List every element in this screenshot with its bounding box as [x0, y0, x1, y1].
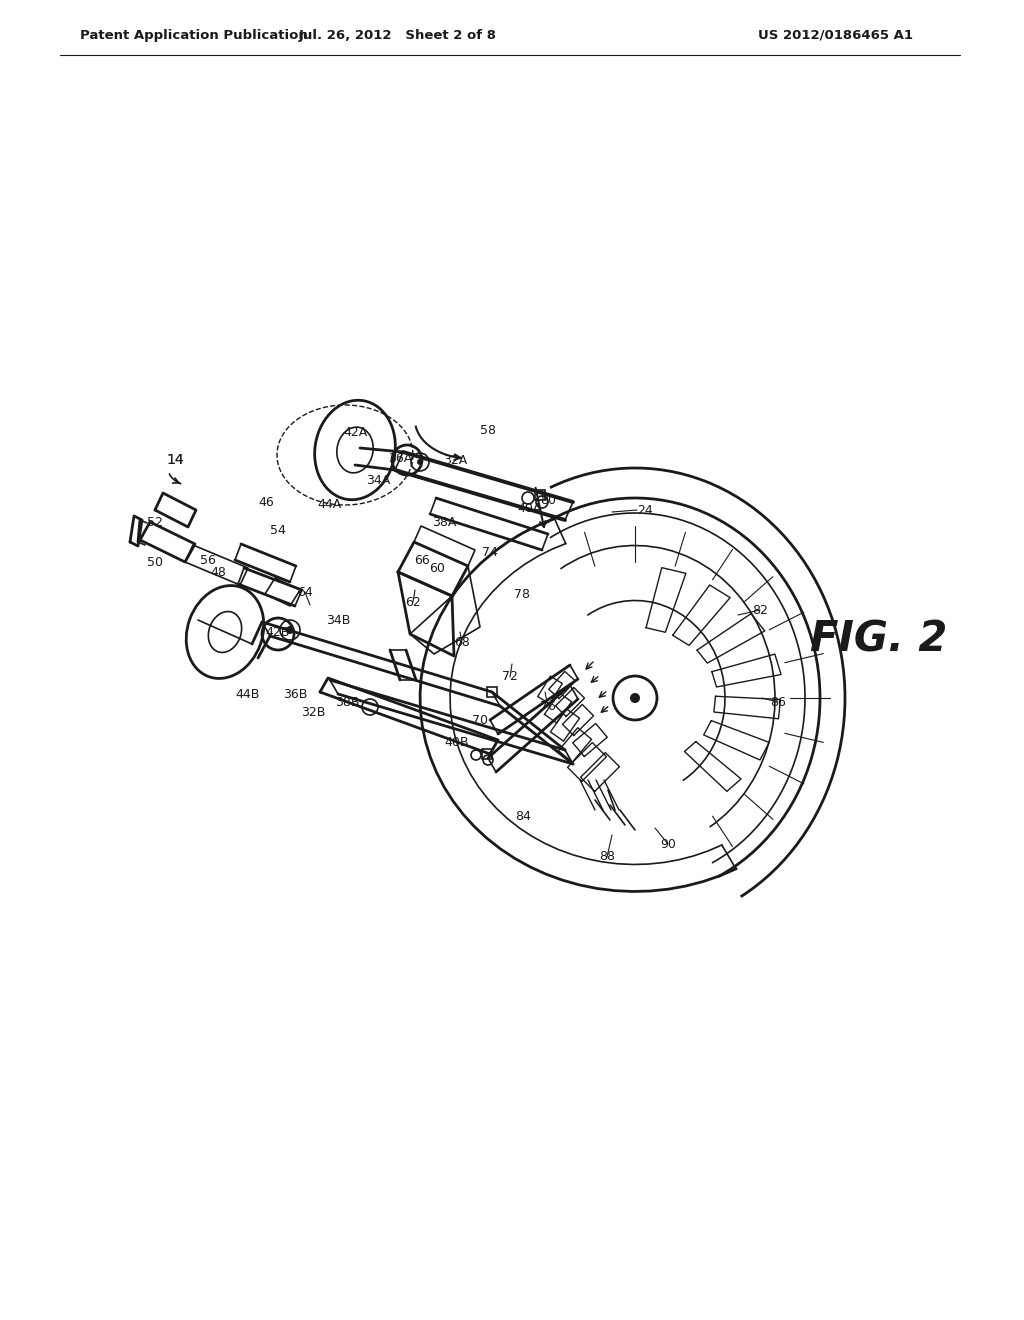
- Polygon shape: [562, 705, 594, 735]
- Polygon shape: [646, 568, 686, 632]
- Text: 70: 70: [472, 714, 488, 726]
- Circle shape: [630, 693, 640, 704]
- Polygon shape: [697, 614, 765, 663]
- Text: 66: 66: [414, 553, 430, 566]
- Polygon shape: [581, 752, 620, 792]
- Polygon shape: [538, 676, 562, 704]
- Text: 60: 60: [429, 561, 445, 574]
- Text: 32A: 32A: [442, 454, 467, 466]
- Text: 42A: 42A: [343, 425, 368, 438]
- Text: 24: 24: [637, 503, 653, 516]
- Text: 34B: 34B: [326, 614, 350, 627]
- Ellipse shape: [208, 611, 242, 652]
- Text: 46: 46: [258, 495, 273, 508]
- Polygon shape: [703, 721, 769, 760]
- Polygon shape: [130, 516, 142, 546]
- Polygon shape: [555, 688, 585, 717]
- Polygon shape: [545, 693, 571, 723]
- Text: 86: 86: [770, 696, 786, 709]
- Text: US 2012/0186465 A1: US 2012/0186465 A1: [758, 29, 913, 41]
- Text: 48: 48: [210, 565, 226, 578]
- Polygon shape: [265, 578, 300, 606]
- Polygon shape: [551, 709, 580, 741]
- Text: 54: 54: [270, 524, 286, 536]
- Text: 42B: 42B: [266, 627, 290, 639]
- Polygon shape: [712, 655, 781, 686]
- Polygon shape: [572, 723, 607, 756]
- Polygon shape: [549, 672, 575, 698]
- Text: 78: 78: [514, 589, 530, 602]
- Text: 90: 90: [660, 837, 676, 850]
- Text: 44A: 44A: [317, 499, 342, 511]
- Text: 32B: 32B: [301, 705, 326, 718]
- Text: 34A: 34A: [366, 474, 390, 487]
- Text: 72: 72: [502, 671, 518, 684]
- Text: 38A: 38A: [432, 516, 456, 529]
- Text: FIG. 2: FIG. 2: [810, 619, 947, 661]
- Bar: [482, 748, 492, 759]
- Polygon shape: [155, 492, 196, 527]
- Text: Patent Application Publication: Patent Application Publication: [80, 29, 308, 41]
- Text: 68: 68: [454, 636, 470, 649]
- Text: 62: 62: [406, 595, 421, 609]
- Text: 36B: 36B: [283, 689, 307, 701]
- Polygon shape: [398, 543, 468, 597]
- Text: 40B: 40B: [444, 737, 469, 750]
- Text: 58: 58: [480, 424, 496, 437]
- Polygon shape: [185, 545, 248, 585]
- Text: 84: 84: [515, 810, 530, 824]
- Text: 80: 80: [540, 494, 556, 507]
- Text: 82: 82: [752, 603, 768, 616]
- Polygon shape: [319, 678, 498, 754]
- Text: 64: 64: [297, 586, 313, 598]
- Polygon shape: [684, 742, 741, 791]
- Text: 88: 88: [599, 850, 615, 863]
- Polygon shape: [558, 727, 592, 762]
- Polygon shape: [140, 521, 195, 562]
- Polygon shape: [673, 585, 730, 645]
- Text: 52: 52: [147, 516, 163, 528]
- Polygon shape: [567, 743, 606, 781]
- Text: 44B: 44B: [236, 689, 260, 701]
- Text: 56: 56: [200, 553, 216, 566]
- Polygon shape: [398, 572, 454, 656]
- Text: 14: 14: [166, 453, 184, 467]
- Text: 76: 76: [540, 701, 556, 714]
- Text: 40A: 40A: [518, 502, 542, 515]
- Circle shape: [286, 626, 294, 634]
- Circle shape: [613, 676, 657, 719]
- Circle shape: [417, 459, 423, 465]
- Circle shape: [362, 700, 378, 715]
- Text: 74: 74: [482, 545, 498, 558]
- Polygon shape: [414, 525, 475, 566]
- Text: 38B: 38B: [335, 696, 359, 709]
- Text: 50: 50: [147, 556, 163, 569]
- Polygon shape: [714, 696, 780, 719]
- Text: 36A: 36A: [388, 451, 412, 465]
- Bar: [487, 686, 497, 697]
- Text: Jul. 26, 2012   Sheet 2 of 8: Jul. 26, 2012 Sheet 2 of 8: [299, 29, 497, 41]
- Bar: [535, 490, 545, 500]
- Text: 14: 14: [166, 453, 184, 467]
- Ellipse shape: [337, 428, 373, 473]
